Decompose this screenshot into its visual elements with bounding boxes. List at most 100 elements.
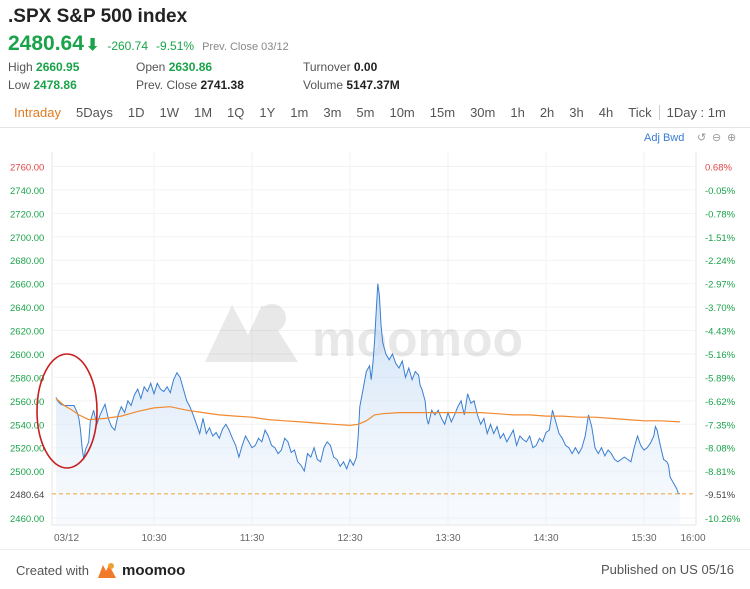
adj-bwd-toggle[interactable]: Adj Bwd <box>644 132 685 144</box>
y-tick-label-right: -4.43% <box>705 327 736 338</box>
created-with-label: Created with <box>16 562 89 578</box>
timeframe-tabs: Intraday 5Days 1D 1W 1M 1Q 1Y 1m 3m 5m 10m 15m 30m 1h… <box>14 105 741 120</box>
y-tick-label-right: -2.24% <box>705 256 736 267</box>
y-tick-label-right: -8.08% <box>705 444 736 455</box>
x-tick-label: 03/12 <box>54 533 79 544</box>
y-tick-label-right: -5.16% <box>705 350 736 361</box>
stat-label: Volume <box>303 78 344 92</box>
y-tick-label-right: 0.68% <box>705 163 732 174</box>
tab-1q[interactable]: 1Q <box>227 105 245 120</box>
y-tick-label-left: 2700.00 <box>10 233 44 244</box>
y-tick-label-left: 2600.00 <box>10 350 44 361</box>
tab-tick[interactable]: Tick <box>628 105 652 120</box>
y-tick-label-right: -0.05% <box>705 186 736 197</box>
tab-3m[interactable]: 3m <box>323 105 342 120</box>
y-tick-label-left: 2620.00 <box>10 327 44 338</box>
y-tick-label-left: 2560.00 <box>10 397 44 408</box>
tab-4h[interactable]: 4h <box>598 105 614 120</box>
price-area <box>56 283 680 525</box>
average-line <box>55 398 680 427</box>
published-date: Published on US 05/16 <box>601 562 734 577</box>
tab-1m[interactable]: 1m <box>290 105 309 120</box>
stat-value: 2660.95 <box>36 60 80 74</box>
stat-open: Open 2630.86 <box>136 60 212 74</box>
y-tick-label-left: 2540.00 <box>10 420 44 431</box>
tab-1d[interactable]: 1D <box>127 105 145 120</box>
y-tick-label-left: 2660.00 <box>10 280 44 291</box>
tab-5m[interactable]: 5m <box>356 105 375 120</box>
tab-1h[interactable]: 1h <box>510 105 525 120</box>
prev-close-date: Prev. Close 03/12 <box>202 41 289 53</box>
price-row: 2480.64 ⬇ -260.74 -9.51% Prev. Close 03/… <box>8 32 289 56</box>
stat-value: 0.00 <box>353 60 378 74</box>
stat-label: Open <box>136 60 166 74</box>
y-tick-label-left: 2640.00 <box>10 303 44 314</box>
moomoo-logo-icon <box>97 563 116 578</box>
x-tick-label: 10:30 <box>141 533 166 544</box>
stat-high: High 2660.95 <box>8 60 79 74</box>
tab-intraday[interactable]: Intraday <box>14 105 61 120</box>
reset-icon[interactable]: ↺ <box>697 132 707 144</box>
y-tick-label-left: 2460.00 <box>10 514 44 525</box>
tab-30m[interactable]: 30m <box>470 105 496 120</box>
watermark: moomoo <box>205 304 523 367</box>
y-tick-label-right: -9.51% <box>705 490 736 501</box>
y-tick-label-left: 2680.00 <box>10 256 44 267</box>
x-tick-label: 12:30 <box>337 533 362 544</box>
x-tick-label: 11:30 <box>240 533 265 544</box>
brand-name: moomoo <box>121 561 186 579</box>
x-tick-label: 13:30 <box>435 533 460 544</box>
y-tick-label-right: -6.62% <box>705 397 736 408</box>
annotation-circle <box>36 353 98 469</box>
tab-1w[interactable]: 1W <box>159 105 179 120</box>
footer-divider <box>0 549 750 550</box>
y-tick-label-right: -3.70% <box>705 303 736 314</box>
stat-value: 2741.38 <box>200 78 244 92</box>
zoom-in-icon[interactable]: ⊕ <box>727 132 737 144</box>
created-with: Created with moomoo <box>16 561 185 579</box>
watermark-logo-icon <box>205 305 298 362</box>
x-tick-label: 15:30 <box>631 533 656 544</box>
stat-label: Low <box>8 78 31 92</box>
price-change: -260.74 <box>107 39 149 53</box>
y-tick-label-right: -7.35% <box>705 420 736 431</box>
price-chart[interactable]: 2760.00 0.68% 2740.00 -0.05% 2720.00 -0.78% 27… <box>0 0 750 549</box>
tab-3h[interactable]: 3h <box>569 105 584 120</box>
tab-1day-1m[interactable]: 1Day : 1m <box>658 105 726 120</box>
stat-volume: Volume 5147.37M <box>303 78 400 92</box>
y-tick-label-right: -0.78% <box>705 209 736 220</box>
stat-turnover: Turnover 0.00 <box>303 60 377 74</box>
price-line <box>55 283 681 495</box>
stat-label: Prev. Close <box>136 78 198 92</box>
stat-low: Low 2478.86 <box>8 78 77 92</box>
price-change-percent: -9.51% <box>156 39 195 53</box>
y-tick-label-right: -8.81% <box>705 467 736 478</box>
x-tick-label: 16:00 <box>680 533 705 544</box>
watermark-logo-dot <box>258 304 286 332</box>
y-tick-label-right: -5.89% <box>705 373 736 384</box>
stat-value: 2478.86 <box>33 78 77 92</box>
stat-value: 2630.86 <box>168 60 213 74</box>
stat-prev-close: Prev. Close 2741.38 <box>136 78 244 92</box>
tabs-divider <box>0 127 750 128</box>
tab-15m[interactable]: 15m <box>429 105 456 120</box>
stat-value: 5147.37M <box>346 78 400 92</box>
tab-10m[interactable]: 10m <box>389 105 415 120</box>
arrow-down-icon: ⬇ <box>85 37 100 54</box>
y-tick-label-left: 2480.64 <box>10 490 44 501</box>
y-tick-label-left: 2500.00 <box>10 467 44 478</box>
page-title: .SPX S&P 500 index <box>8 6 188 27</box>
zoom-out-icon[interactable]: ⊖ <box>712 132 722 144</box>
tab-1y[interactable]: 1Y <box>259 105 276 120</box>
y-tick-label-right: -2.97% <box>705 280 736 291</box>
y-tick-label-left: 2520.00 <box>10 444 44 455</box>
y-tick-label-left: 2720.00 <box>10 209 44 220</box>
y-tick-label-left: 2740.00 <box>10 186 44 197</box>
y-tick-label-left: 2760.00 <box>10 163 44 174</box>
y-tick-label-right: -10.26% <box>705 514 741 525</box>
x-tick-label: 14:30 <box>533 533 558 544</box>
tab-1m[interactable]: 1M <box>193 105 213 120</box>
tab-2h[interactable]: 2h <box>539 105 555 120</box>
stat-label: Turnover <box>303 60 351 74</box>
tab-5days[interactable]: 5Days <box>75 105 113 120</box>
